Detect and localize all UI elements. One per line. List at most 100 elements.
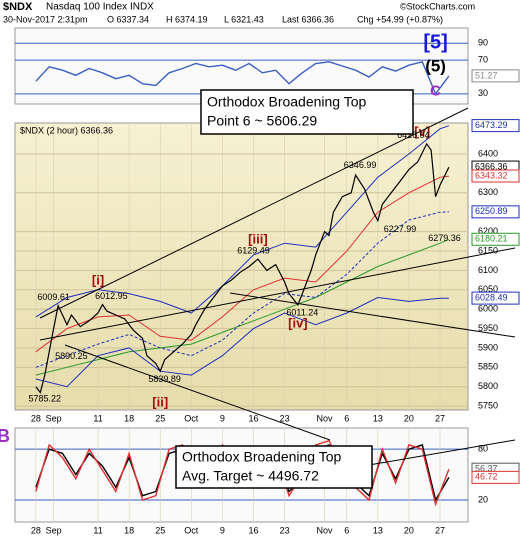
- y-tick-label: 6000: [478, 304, 498, 314]
- x-tick-label: 16: [248, 413, 258, 423]
- y-tick-label: 6400: [478, 148, 498, 158]
- x-tick-label: 23: [280, 413, 290, 423]
- value-tag: [471, 291, 520, 305]
- series-line: [35, 60, 450, 96]
- y-tick-label: 6300: [478, 187, 498, 197]
- legend: $NDX (2 hour) 6366.36: [20, 125, 113, 135]
- y-tick-label: 20: [478, 494, 488, 504]
- trend-line: [229, 292, 516, 338]
- annotation: (5): [425, 56, 446, 75]
- y-tick-label: 80: [478, 444, 488, 454]
- x-tick-label: Oct: [184, 525, 199, 535]
- x-tick-label: 20: [404, 413, 414, 423]
- value-tag: [471, 119, 520, 133]
- y-tick-label: 5800: [478, 381, 498, 391]
- value-tag-label: 6028.49: [475, 292, 508, 302]
- value-tag: [471, 205, 520, 219]
- value-tag-label: 51.27: [475, 70, 498, 80]
- x-tick-label: Nov: [317, 525, 334, 535]
- y-tick-label: 5750: [478, 400, 498, 410]
- x-tick-label: Sep: [46, 525, 62, 535]
- annotation: 6227.99: [384, 224, 417, 234]
- x-tick-label: 11: [93, 525, 102, 535]
- y-tick-label: 6100: [478, 265, 498, 275]
- x-tick-label: Oct: [184, 413, 199, 423]
- x-tick-label: 27: [435, 413, 445, 423]
- trend-line: [39, 107, 469, 319]
- value-tag-label: 6180.21: [475, 234, 508, 244]
- annotation: [v]: [414, 124, 430, 139]
- box-line: Avg. Target ~ 4496.72: [182, 468, 319, 484]
- x-tick-label: Sep: [46, 413, 62, 423]
- series-line: [35, 142, 450, 394]
- y-tick-label: 6150: [478, 245, 498, 255]
- y-tick-label: 90: [478, 38, 488, 48]
- x-tick-label: 18: [124, 413, 134, 423]
- x-tick-label: 18: [124, 525, 134, 535]
- x-tick-label: 6: [344, 413, 349, 423]
- y-tick-label: 5950: [478, 323, 498, 333]
- annotation: [i]: [92, 273, 104, 288]
- annotation: [5]: [423, 31, 447, 53]
- annotation: 6009.61: [37, 292, 70, 302]
- x-tick-label: 6: [344, 525, 349, 535]
- quote: L 6321.43: [224, 14, 264, 24]
- x-tick-label: Nov: [317, 413, 334, 423]
- x-tick-label: 28: [31, 413, 41, 423]
- annotation: 5785.22: [28, 394, 61, 404]
- value-tag-label: 46.72: [475, 472, 498, 482]
- x-tick-label: 27: [435, 525, 445, 535]
- value-tag-label: 6343.32: [475, 170, 508, 180]
- value-tag-label: 6366.36: [475, 161, 508, 171]
- annotation: [iv]: [288, 315, 308, 330]
- box-line: Orthodox Broadening Top: [182, 449, 342, 465]
- annotation: [ii]: [152, 394, 168, 409]
- annotation: 5839.89: [148, 374, 181, 384]
- series-line: [35, 211, 449, 368]
- x-tick-label: 13: [373, 525, 383, 535]
- y-tick-label: 5900: [478, 342, 498, 352]
- value-tag: [471, 69, 520, 83]
- x-tick-label: 9: [220, 525, 225, 535]
- x-tick-label: 28: [31, 525, 41, 535]
- annotation: 6129.49: [237, 245, 270, 255]
- value-tag: [471, 169, 520, 183]
- annotation: C: [430, 82, 441, 99]
- value-tag-label: 6250.89: [475, 206, 508, 216]
- x-tick-label: 25: [155, 525, 165, 535]
- quote: Chg +54.99 (+0.87%): [357, 14, 443, 24]
- annotation: 5890.25: [55, 351, 88, 361]
- quote: Last 6366.36: [282, 14, 334, 24]
- annotation: [iii]: [248, 232, 268, 247]
- y-tick-label: 5850: [478, 362, 498, 372]
- x-tick-label: 13: [373, 413, 383, 423]
- x-tick-label: 11: [93, 413, 102, 423]
- date: 30-Nov-2017 2:31pm: [3, 14, 88, 24]
- value-tag-label: 56.37: [475, 464, 498, 474]
- value-tag-label: 6473.29: [475, 120, 508, 130]
- y-tick-label: 6200: [478, 226, 498, 236]
- panel-label: B: [0, 426, 10, 446]
- symbol: $NDX: [3, 1, 33, 13]
- annotation-box: Orthodox Broadening Top Point 6 ~ 5606.2…: [200, 89, 414, 135]
- title: Nasdaq 100 Index INDX: [46, 2, 154, 13]
- series-line: [35, 125, 450, 318]
- series-line: [35, 238, 450, 376]
- series-line: [35, 296, 449, 388]
- value-tag: [471, 470, 520, 484]
- annotation: 6011.24: [286, 307, 318, 317]
- x-tick-label: 23: [280, 525, 290, 535]
- quote: H 6374.19: [166, 14, 208, 24]
- y-tick-label: 30: [478, 88, 488, 98]
- box-line: Orthodox Broadening Top: [207, 94, 367, 110]
- annotation-box: Orthodox Broadening Top Avg. Target ~ 44…: [175, 445, 373, 489]
- y-tick-label: 6050: [478, 284, 498, 294]
- x-tick-label: 20: [404, 525, 414, 535]
- x-tick-label: 16: [248, 525, 258, 535]
- x-tick-label: 25: [155, 413, 165, 423]
- x-tick-label: 9: [220, 413, 225, 423]
- annotation: 6279.36: [428, 233, 461, 243]
- annotation: 6012.95: [95, 291, 128, 301]
- quote: O 6337.34: [107, 14, 149, 24]
